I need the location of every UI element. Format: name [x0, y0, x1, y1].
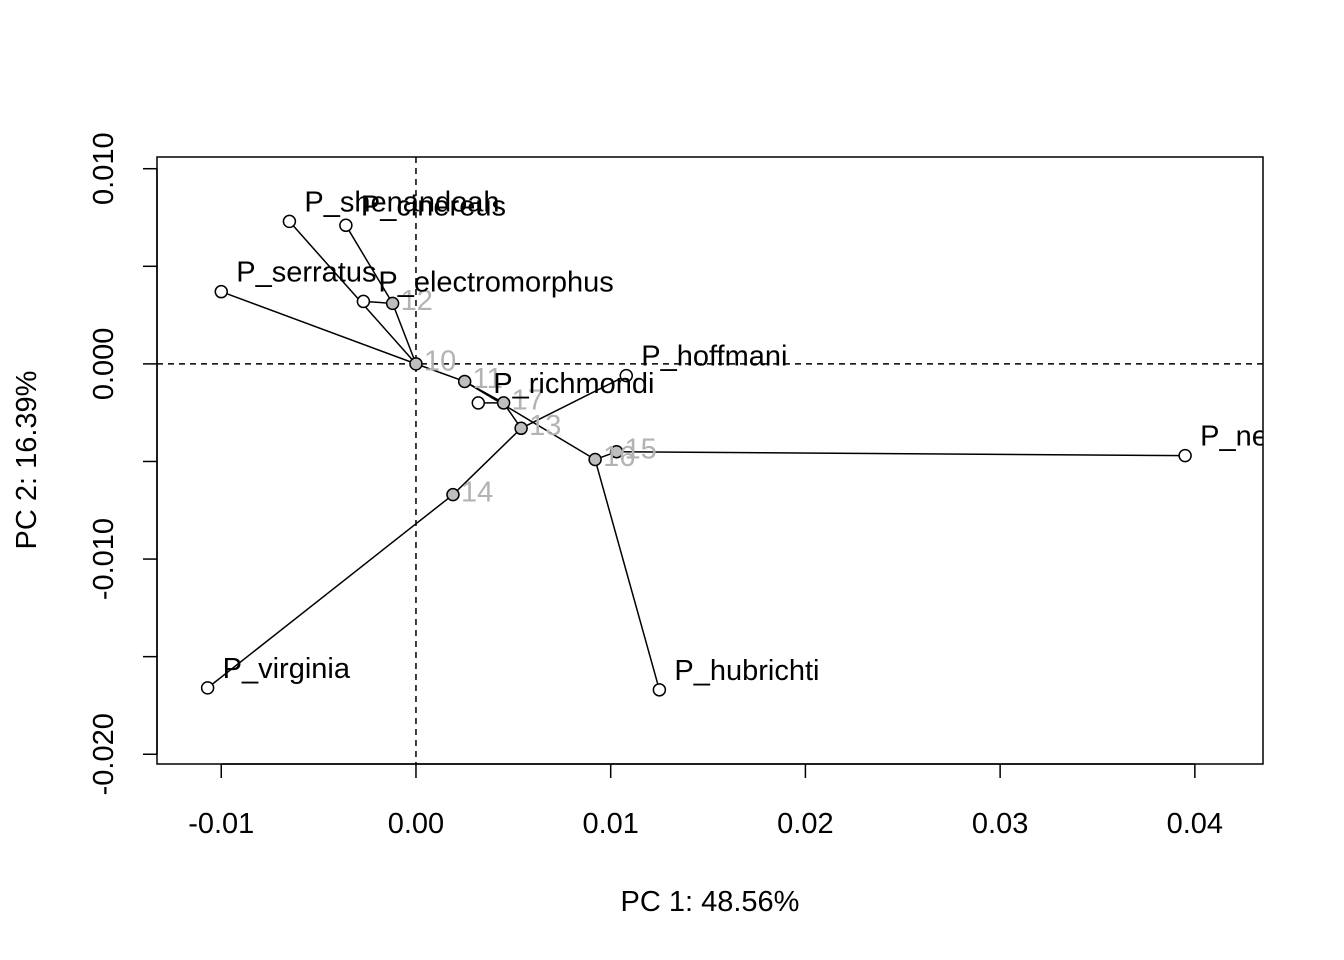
node-point [409, 357, 423, 371]
node-point [496, 396, 511, 410]
tip-label: P_virginia [223, 653, 351, 685]
node-point [385, 296, 400, 311]
y-axis: -0.020 -0.010 0.000 0.010 [88, 132, 158, 795]
branch-line [415, 363, 465, 383]
branch-line [220, 290, 417, 365]
tip-point [619, 368, 634, 383]
branch-line [520, 374, 627, 429]
y-axis-title: PC 2: 16.39% [11, 371, 43, 550]
node-label: 16 [603, 441, 635, 473]
node-label: 10 [424, 346, 456, 378]
node-label: 15 [625, 433, 657, 465]
branch-line [616, 450, 1186, 457]
tip-point [214, 284, 229, 299]
branch-line [452, 427, 522, 496]
node-label: 11 [473, 363, 503, 395]
tip-label: P_serratus [236, 257, 376, 289]
branch-line [391, 303, 417, 365]
x-tick-label: 0.03 [972, 808, 1028, 840]
tip-point [652, 683, 667, 697]
node-label: 14 [461, 476, 493, 508]
tip-label: P_shenandoah [304, 186, 499, 218]
tip-label: P_hubrichti [674, 655, 819, 687]
tip-label: P_nettingi [1200, 421, 1329, 453]
node-label: 13 [529, 410, 561, 442]
node-point [446, 487, 460, 502]
points [200, 214, 1192, 697]
branch-line [207, 494, 454, 689]
node-point [588, 452, 602, 467]
tip-label: P_electromorphus [378, 266, 613, 298]
tip-label: P_hoffmani [641, 341, 787, 373]
x-tick-label: 0.01 [582, 808, 638, 840]
branch-line [288, 220, 417, 365]
tip-label: P_richmondi [493, 368, 654, 400]
tip-point [282, 214, 297, 229]
tip-point [200, 681, 215, 695]
tip-label: P_cinereus [361, 190, 506, 222]
x-tick-label: -0.01 [188, 808, 254, 840]
branch-line [594, 459, 661, 691]
branches [207, 220, 1186, 691]
tip-point [339, 218, 353, 233]
node-point [514, 421, 528, 436]
y-tick-label: 0.000 [88, 328, 120, 401]
y-tick-label: 0.010 [88, 132, 120, 205]
tip-point [356, 294, 371, 309]
x-tick-label: 0.00 [388, 808, 444, 840]
x-tick-label: 0.02 [777, 808, 833, 840]
branch-line [464, 380, 596, 461]
x-axis: -0.01 0.00 0.01 0.02 0.03 0.04 [188, 763, 1223, 840]
node-label: 12 [401, 285, 433, 317]
x-tick-label: 0.04 [1167, 808, 1223, 840]
node-point [609, 444, 624, 459]
node-label: 17 [512, 385, 544, 417]
y-tick-label: -0.010 [88, 518, 120, 600]
x-axis-title: PC 1: 48.56% [621, 886, 800, 918]
reference-lines [157, 157, 1263, 764]
node-point [457, 374, 472, 389]
branch-line [345, 224, 394, 304]
tip-point [471, 396, 486, 410]
y-tick-label: -0.020 [88, 713, 120, 795]
tip-point [1178, 448, 1192, 463]
